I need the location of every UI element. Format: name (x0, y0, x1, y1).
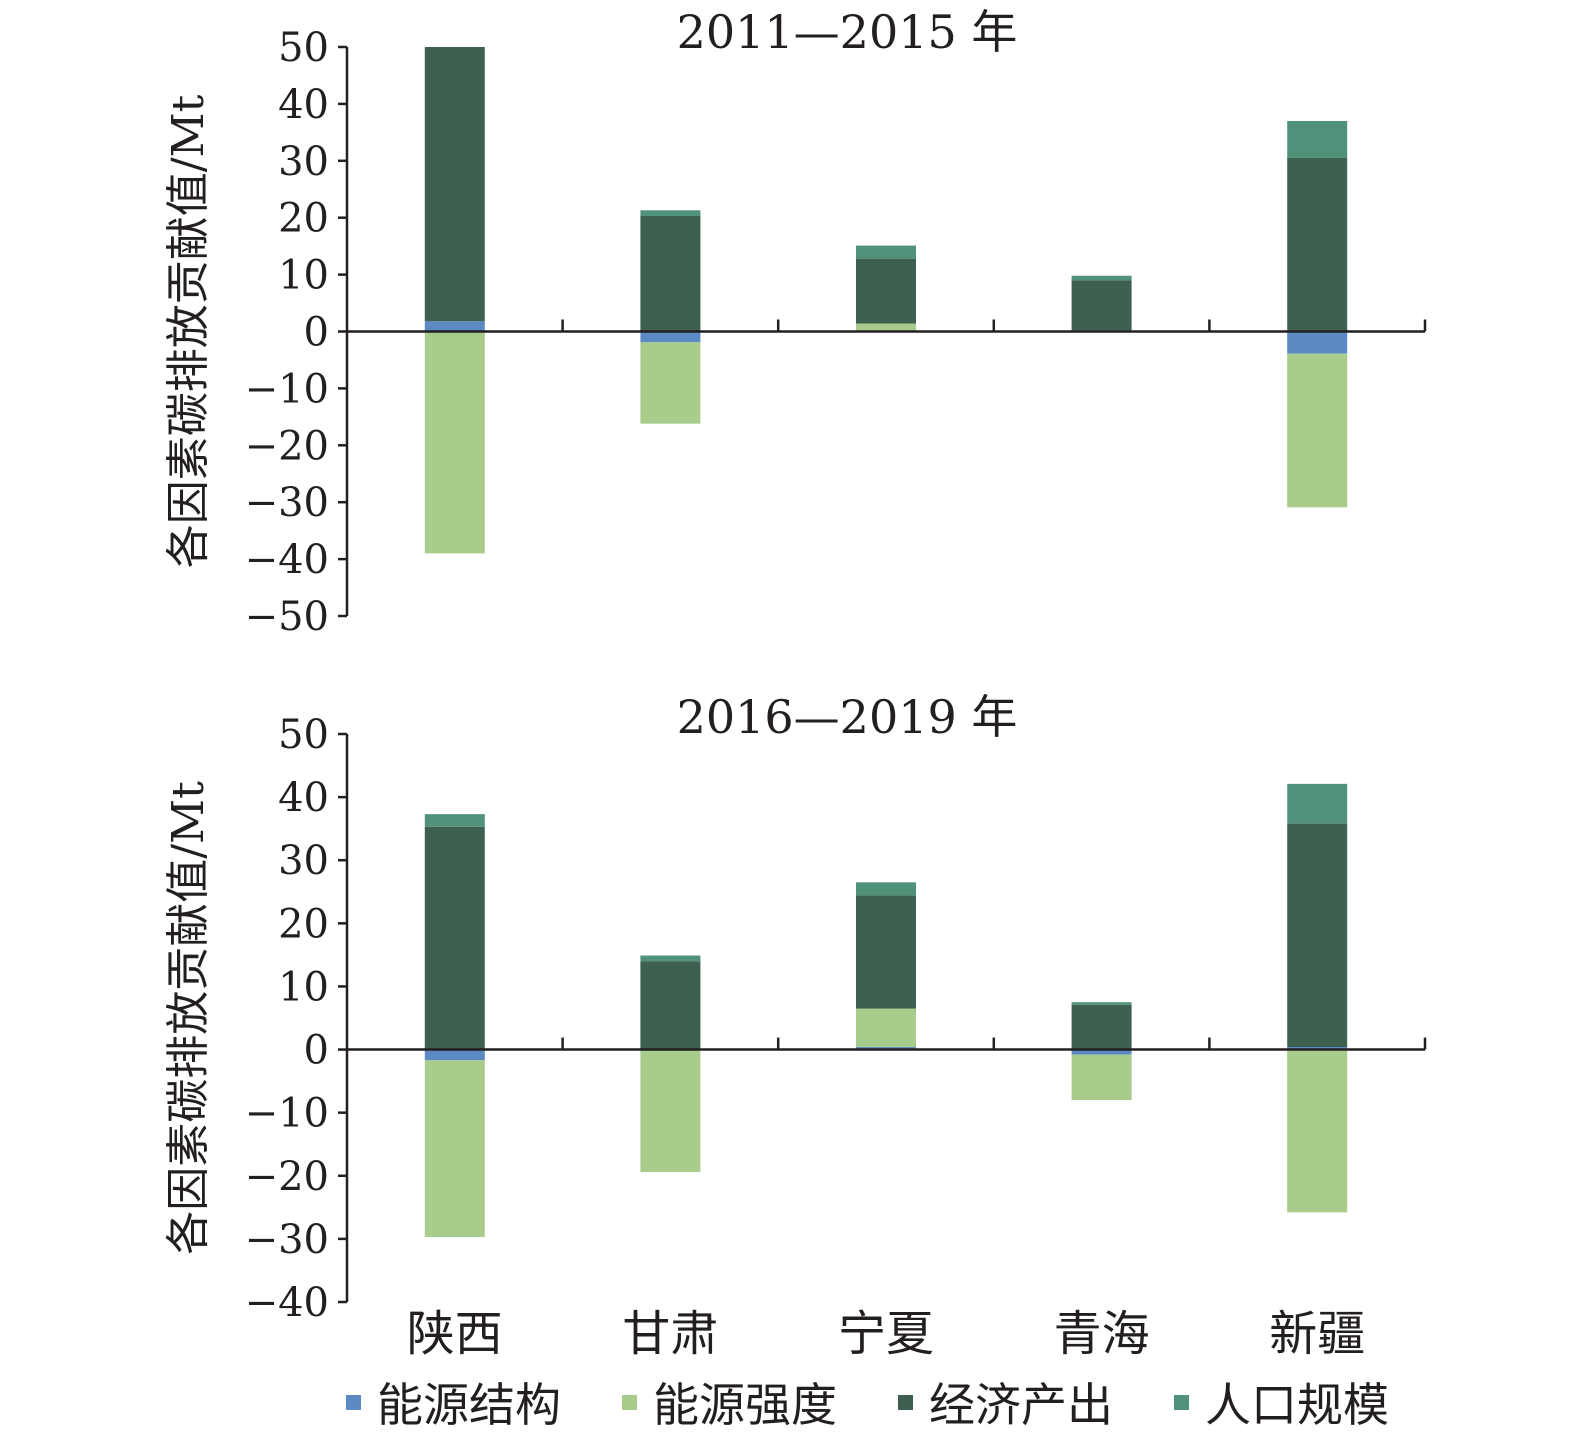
bar-segment (856, 1008, 916, 1048)
legend-swatch (346, 1394, 361, 1410)
y-tick-label: −40 (245, 537, 329, 583)
x-category-label: 宁夏 (838, 1306, 934, 1362)
legend-item-energy-structure: 能源结构 (346, 1372, 561, 1432)
bar-segment (424, 331, 485, 554)
bar-segment (1287, 823, 1348, 1048)
legend-swatch (1174, 1394, 1189, 1410)
bar-segment (1071, 1049, 1132, 1055)
bar-segment (856, 258, 916, 324)
legend-item-population-scale: 人口规模 (1174, 1372, 1389, 1432)
y-tick-label: 30 (278, 838, 329, 884)
bar-segment (424, 1049, 485, 1061)
bar-segment (640, 955, 701, 962)
bar-segment (424, 47, 485, 322)
y-tick-label: 50 (278, 712, 329, 758)
bar-segment (1287, 331, 1348, 354)
bar-segment (424, 321, 485, 332)
bar-segment (424, 1060, 485, 1237)
bar-segment (424, 826, 485, 1050)
bar-segment (856, 895, 916, 1009)
bar-segment (856, 882, 916, 896)
legend-label: 能源强度 (653, 1378, 837, 1432)
y-tick-label: 10 (278, 964, 329, 1010)
y-tick-label: −10 (245, 366, 329, 412)
y-tick-label: 30 (278, 139, 329, 185)
bar-segment (1071, 1054, 1132, 1101)
y-axis-label: 各因素碳排放贡献值/Mt (163, 781, 214, 1255)
legend-item-energy-intensity: 能源强度 (622, 1372, 837, 1432)
legend-item-economic-output: 经济产出 (898, 1372, 1113, 1432)
bar-segment (640, 215, 701, 332)
bar-segment (1071, 1004, 1132, 1050)
bar-segment (640, 331, 701, 343)
x-category-label: 甘肃 (622, 1306, 718, 1362)
bar-segment (1071, 280, 1132, 331)
legend-label: 经济产出 (929, 1378, 1113, 1432)
legend: 能源结构 能源强度 经济产出 人口规模 (0, 1372, 1575, 1432)
bar-segment (424, 814, 485, 827)
chart-title: 2011—2015 年 (677, 5, 1018, 59)
y-tick-label: 0 (304, 1028, 329, 1074)
bar-segment (1071, 275, 1132, 281)
y-tick-label: 20 (278, 901, 329, 947)
bar-segment (1287, 157, 1348, 332)
bar-segment (1287, 120, 1348, 158)
y-tick-label: −20 (245, 1154, 329, 1200)
bar-segment (640, 342, 701, 424)
bar-segment (1071, 1002, 1132, 1005)
bar-segment (1287, 1049, 1348, 1213)
y-tick-label: 0 (304, 310, 329, 356)
x-category-label: 新疆 (1269, 1306, 1365, 1362)
y-tick-label: −50 (245, 594, 329, 640)
bar-segment (1287, 353, 1348, 508)
y-tick-label: −20 (245, 423, 329, 469)
bar-segment (640, 961, 701, 1050)
x-category-label: 青海 (1054, 1306, 1150, 1362)
x-category-label: 陕西 (407, 1306, 503, 1362)
legend-label: 人口规模 (1205, 1378, 1389, 1432)
y-tick-label: 50 (278, 25, 329, 71)
y-axis-label: 各因素碳排放贡献值/Mt (163, 94, 214, 568)
bar-segment (856, 245, 916, 259)
y-tick-label: −10 (245, 1091, 329, 1137)
y-tick-label: −30 (245, 480, 329, 526)
bar-segment (640, 210, 701, 216)
y-tick-label: −30 (245, 1217, 329, 1263)
legend-label: 能源结构 (377, 1378, 561, 1432)
bar-segment (640, 1049, 701, 1172)
y-tick-label: 10 (278, 253, 329, 299)
legend-swatch (898, 1394, 913, 1410)
bar-segment (856, 1047, 916, 1050)
y-tick-label: 20 (278, 196, 329, 242)
y-tick-label: 40 (278, 82, 329, 128)
chart-title: 2016—2019 年 (677, 690, 1018, 744)
bar-segment (1287, 1047, 1348, 1050)
y-tick-label: 40 (278, 775, 329, 821)
legend-swatch (622, 1394, 637, 1410)
bar-segment (1287, 783, 1348, 824)
y-tick-label: −40 (245, 1280, 329, 1326)
bar-segment (856, 323, 916, 331)
